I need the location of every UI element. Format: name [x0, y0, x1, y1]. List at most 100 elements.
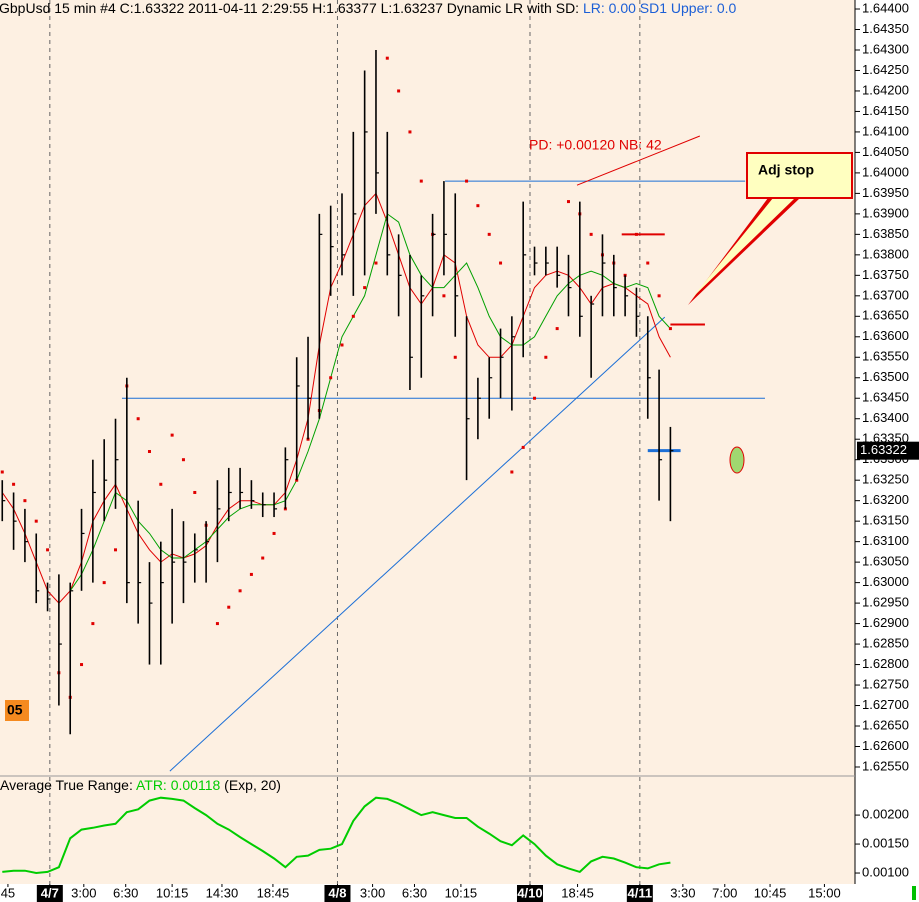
x-tick-label: 6:30 [113, 885, 138, 900]
sar-dot [351, 314, 355, 318]
sar-dot [453, 355, 457, 359]
y-tick-label: 1.63800 [862, 246, 909, 261]
atr-header: Average True Range: ATR: 0.00118 (Exp, 2… [0, 777, 281, 793]
y-tick-label: 1.64350 [862, 21, 909, 36]
status-indicator [912, 886, 916, 900]
y-tick-label: 1.63250 [862, 472, 909, 487]
y-tick-label: 1.62750 [862, 676, 909, 691]
sar-dot [80, 663, 84, 667]
y-tick-label: 0.00100 [862, 864, 909, 879]
sar-dot [487, 232, 491, 236]
y-tick-label: 1.62800 [862, 656, 909, 671]
y-tick-label: 1.62850 [862, 636, 909, 651]
sar-dot [510, 470, 514, 474]
sar-dot [261, 556, 265, 560]
day-label-box [36, 885, 63, 902]
header-indicator: LR: 0.00 SD1 Upper: 0.0 [583, 0, 737, 16]
sar-dot [193, 490, 197, 494]
x-axis-strip [0, 884, 919, 902]
atr-value: ATR: 0.00118 [136, 777, 221, 793]
sar-dot [385, 56, 389, 60]
y-tick-label: 1.64050 [862, 144, 909, 159]
y-tick-label: 1.63600 [862, 328, 909, 343]
sar-dot [34, 519, 38, 523]
sar-dot [136, 417, 140, 421]
sar-dot [159, 482, 163, 486]
x-tick-label: 10:15 [445, 885, 478, 900]
sar-dot [544, 355, 548, 359]
day-label-box [516, 885, 543, 902]
y-tick-label: 1.63750 [862, 267, 909, 282]
y-tick-label: 1.64200 [862, 82, 909, 97]
x-tick-label: 3:00 [71, 885, 96, 900]
sar-dot [499, 261, 503, 265]
sar-dot [634, 232, 638, 236]
y-tick-label: 1.62600 [862, 738, 909, 753]
x-tick-label: 45 [1, 885, 15, 900]
sar-dot [476, 204, 480, 208]
sar-dot [215, 622, 219, 626]
y-tick-label: 1.63200 [862, 492, 909, 507]
y-tick-label: 1.63400 [862, 410, 909, 425]
callout-pointer-inner [692, 198, 795, 298]
sar-dot [408, 130, 412, 134]
plot-background [0, 0, 855, 884]
marker-ellipse [729, 446, 745, 474]
x-tick-label: 14:30 [206, 885, 239, 900]
sar-dot [374, 261, 378, 265]
badge-text: 05 [7, 702, 23, 718]
x-tick-label: 15:00 [808, 885, 841, 900]
y-tick-label: 1.64300 [862, 41, 909, 56]
y-tick-label: 1.63050 [862, 554, 909, 569]
y-tick-label: 1.64150 [862, 103, 909, 118]
sar-dot [363, 286, 367, 290]
x-tick-label: 3:00 [360, 885, 385, 900]
axes: 1.64400 1.64350 1.64300 1.64250 1.64200 1.641… [855, 0, 919, 902]
x-axis: 45 4/7 3:00 6:30 10:15 14:30 18:45 4/8 3:00 6:30 1… [1, 884, 841, 902]
y-tick-label: 1.63950 [862, 185, 909, 200]
sar-dot [227, 605, 231, 609]
sar-dot [397, 89, 401, 93]
last-price-tag [857, 441, 919, 460]
atr-panel [2, 777, 671, 884]
y-tick-label: 1.62900 [862, 615, 909, 630]
atr-line [2, 796, 671, 875]
day-label-box [626, 885, 653, 902]
sar-dot [147, 450, 151, 454]
callout: Adj stop [688, 152, 853, 305]
x-tick-label: 7:00 [712, 885, 737, 900]
sar-dot [566, 200, 570, 204]
y-tick-label: 1.63150 [862, 513, 909, 528]
x-tick-label: 18:45 [561, 885, 594, 900]
sar-dot [249, 572, 253, 576]
atr-title: Average True Range: [0, 777, 133, 793]
moving-average [1, 192, 671, 604]
y-tick-label: 1.62550 [862, 758, 909, 773]
y-tick-label: 1.63100 [862, 533, 909, 548]
y-tick-label: 1.63700 [862, 287, 909, 302]
y-tick-label: 0.00150 [862, 835, 909, 850]
header-title: GbpUsd 15 min #4 C:1.63322 2011-04-11 2:… [0, 0, 579, 16]
x-tick-label: 4/11 [628, 885, 653, 900]
sar-dot [657, 294, 661, 298]
x-tick-label: 6:30 [402, 885, 427, 900]
sar-dot [646, 261, 650, 265]
y-tick-label: 1.63450 [862, 390, 909, 405]
sar-dot [238, 589, 242, 593]
sar-dot [465, 179, 469, 183]
y-tick-label: 1.63000 [862, 574, 909, 589]
sar-dot [12, 482, 16, 486]
sar-dot [91, 622, 95, 626]
x-tick-label: 4/8 [328, 885, 346, 900]
level-line [169, 316, 666, 772]
callout-pointer [688, 198, 800, 305]
y-tick-label: 1.64400 [862, 0, 909, 15]
sar-dot [419, 179, 423, 183]
sar-dot [521, 445, 525, 449]
x-tick-label: 10:45 [754, 885, 787, 900]
badge [5, 700, 29, 721]
y-tick-label: 1.63850 [862, 226, 909, 241]
sar-dot [555, 327, 559, 331]
header: GbpUsd 15 min #4 C:1.63322 2011-04-11 2:… [0, 0, 736, 16]
